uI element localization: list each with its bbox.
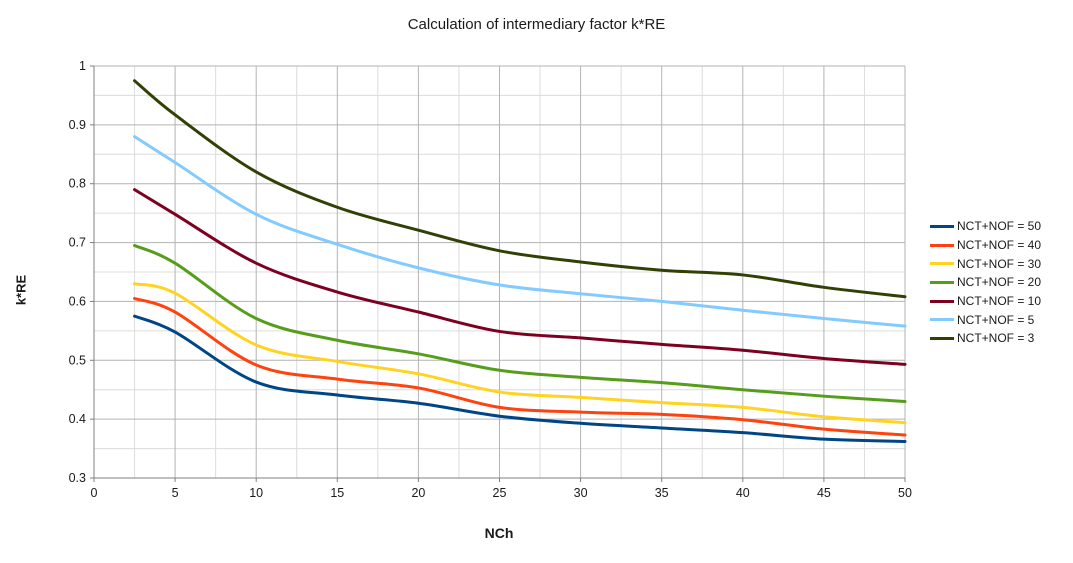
legend-label: NCT+NOF = 20	[957, 275, 1042, 290]
series-line	[133, 296, 907, 437]
legend-label: NCT+NOF = 10	[957, 294, 1042, 309]
series-line	[133, 188, 907, 366]
x-tick-label: 15	[330, 486, 344, 500]
y-tick-label: 0.5	[69, 353, 86, 367]
legend-item: NCT+NOF = 5	[930, 310, 1041, 329]
x-axis-title: NCh	[484, 525, 514, 541]
y-tick-label: 0.6	[69, 294, 86, 308]
series-line	[133, 244, 907, 403]
legend-line-swatch	[930, 336, 954, 340]
chart-title: Calculation of intermediary factor k*RE	[407, 16, 666, 33]
x-tick-label: 30	[574, 486, 588, 500]
x-tick-label: 20	[411, 486, 425, 500]
legend-line-swatch	[930, 243, 954, 247]
x-tick-label: 35	[655, 486, 669, 500]
legend-line-swatch	[930, 224, 954, 228]
legend-item: NCT+NOF = 3	[930, 329, 1041, 348]
series-line	[133, 282, 907, 425]
y-tick-label: 0.4	[69, 412, 86, 426]
x-tick-label: 50	[898, 486, 912, 500]
legend-line-swatch	[930, 299, 954, 303]
legend-item: NCT+NOF = 10	[930, 292, 1041, 311]
x-tick-label: 10	[249, 486, 263, 500]
legend-line-swatch	[930, 318, 954, 322]
x-tick-label: 0	[91, 486, 98, 500]
legend: NCT+NOF = 50 NCT+NOF = 40 NCT+NOF = 30 NCT+…	[930, 217, 1041, 348]
series-line	[133, 79, 907, 299]
y-tick-label: 0.7	[69, 236, 86, 250]
y-tick-label: 0.8	[69, 177, 86, 191]
legend-line-swatch	[930, 280, 954, 284]
x-tick-label: 25	[493, 486, 507, 500]
x-tick-label: 5	[172, 486, 179, 500]
legend-label: NCT+NOF = 30	[957, 256, 1042, 271]
legend-item: NCT+NOF = 50	[930, 217, 1041, 236]
legend-line-swatch	[930, 262, 954, 266]
legend-label: NCT+NOF = 40	[957, 238, 1042, 253]
legend-label: NCT+NOF = 50	[957, 219, 1042, 234]
legend-item: NCT+NOF = 30	[930, 254, 1041, 273]
legend-item: NCT+NOF = 40	[930, 236, 1041, 255]
x-tick-label: 45	[817, 486, 831, 500]
legend-label: NCT+NOF = 3	[957, 331, 1035, 346]
x-tick-label: 40	[736, 486, 750, 500]
legend-item: NCT+NOF = 20	[930, 273, 1041, 292]
series-line	[133, 314, 907, 444]
y-tick-label: 1	[79, 59, 86, 73]
y-tick-label: 0.3	[69, 471, 86, 485]
legend-label: NCT+NOF = 5	[957, 312, 1035, 327]
series-line	[133, 135, 907, 328]
y-tick-label: 0.9	[69, 118, 86, 132]
